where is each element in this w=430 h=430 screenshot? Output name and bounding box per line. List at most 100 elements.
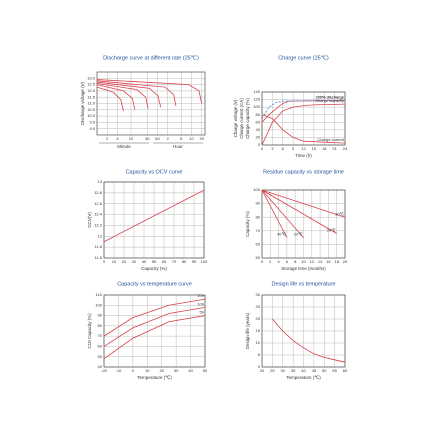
y-tick-label: 10 [256,340,261,345]
x-axis-label: Temperature (℃) [137,375,172,380]
y-tick-label: 11.5 [88,94,96,99]
x-tick-label: 50 [203,368,208,373]
y-tick-label: 11.0 [88,101,96,106]
x-tick-label: 55 [332,368,337,373]
series-label: 30℃ [294,232,303,237]
data-line [261,99,346,119]
y-tick-label: 11.6 [95,255,103,260]
data-line [96,84,136,110]
y-tick-label: 80 [256,214,261,219]
y-tick-label: 10.0 [87,113,96,118]
y-tick-label: 9.5 [89,119,95,124]
x-tick-label: 0 [103,259,106,264]
y-axis-label: Design life (years) [245,312,250,349]
x-tick-label: 25 [270,368,275,373]
x-tick-label: 10 [112,259,117,264]
plot-frame [96,71,206,136]
y-tick-label: 12.6 [94,201,103,206]
data-line [261,114,346,144]
y-tick-label: 100 [253,104,260,109]
y-tick-label: 13 [98,179,103,184]
y-tick-label: 80 [98,323,103,328]
x-tick-label: 12 [301,146,306,151]
y-tick-label: 140 [253,89,260,94]
x-tick-label: 2 [269,259,272,264]
y-axis-label: Charge capacity (%) [245,98,250,139]
y-axis-label: C10 Capacity (%) [87,313,92,349]
y-tick-label: 70 [98,333,103,338]
x-tick-label: 45 [312,368,317,373]
x-axis-label: Temperature (℃) [286,375,321,380]
x-tick-label: 100 [201,259,208,264]
y-tick-label: 110 [96,292,103,297]
y-tick-label: 0 [258,364,261,369]
x-tick-label: 21 [332,146,337,151]
x-tick-label: 30 [174,368,179,373]
y-tick-label: 11.8 [95,244,103,249]
x-tick-label: 60 [155,136,160,141]
data-line [96,86,124,112]
group-label: Hour [173,144,183,149]
x-tick-label: 10 [129,136,134,141]
x-tick-label: 20 [343,259,348,264]
x-tick-label: 20 [199,136,204,141]
series-label: 10℃ [335,211,344,216]
data-line [261,189,304,238]
x-tick-label: 16 [326,259,331,264]
x-tick-label: 10 [189,136,194,141]
y-tick-label: 12.5 [87,82,96,87]
y-tick-label: 12.2 [94,222,103,227]
x-tick-label: -10 [116,368,123,373]
y-tick-label: 10.5 [87,107,96,112]
x-tick-label: 2 [106,136,109,141]
chart-title: Capacity vs OCV curve [126,169,183,175]
x-tick-label: 0 [132,368,135,373]
y-tick-label: 0 [258,142,261,147]
x-tick-label: 80 [182,259,187,264]
series-label: 5h [200,310,204,315]
series-label: 20h [197,293,204,298]
x-tick-label: 6 [286,259,289,264]
y-tick-label: 30 [256,292,261,297]
y-tick-label: 60 [98,343,103,348]
x-tick-label: 4 [277,259,280,264]
x-tick-label: 60 [343,368,348,373]
x-tick-label: 20 [159,368,164,373]
series-label: 40℃ [277,232,286,237]
x-tick-label: 0 [261,259,264,264]
y-tick-label: 20 [256,134,261,139]
y-tick-label: 12.8 [94,190,103,195]
data-line [103,315,206,360]
x-tick-label: 18 [334,259,339,264]
x-tick-label: 70 [172,259,177,264]
data-line [261,99,346,123]
x-tick-label: 10 [301,259,306,264]
y-tick-label: 70 [256,228,261,233]
y-tick-label: 90 [256,201,261,206]
y-axis-label: Charge current (CA) [239,98,244,139]
y-tick-label: 5 [258,352,261,357]
data-line [103,298,206,337]
y-tick-label: 60 [256,119,261,124]
y-tick-label: 15 [256,328,261,333]
x-tick-label: 2 [167,136,170,141]
x-tick-label: 12 [310,259,315,264]
y-tick-label: 13.0 [87,75,96,80]
y-tick-label: 25 [256,304,261,309]
data-line [272,318,346,363]
y-tick-label: 9.0 [89,126,95,131]
y-tick-label: 120 [253,97,260,102]
plot-frame [261,294,346,368]
x-tick-label: 5 [180,136,183,141]
data-line [261,189,288,238]
x-tick-label: 18 [322,146,327,151]
x-tick-label: -20 [101,368,108,373]
plot-frame [261,189,346,259]
data-line [103,306,206,347]
data-line [261,189,337,234]
plot-frame [103,181,205,259]
y-tick-label: 12 [98,233,103,238]
chart-title: Discharge curve at different rate (25℃) [103,55,199,61]
x-axis-label: Storage time (months) [281,266,326,271]
